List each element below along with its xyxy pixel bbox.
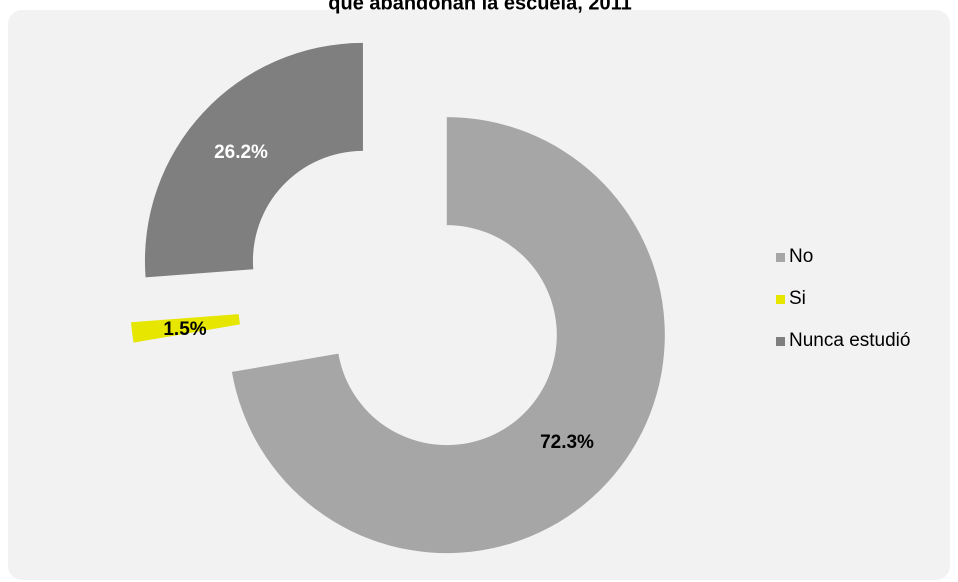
donut-slice — [144, 42, 363, 278]
legend-swatch — [776, 253, 785, 262]
legend-label: Si — [789, 288, 806, 309]
legend-swatch — [776, 337, 785, 346]
legend-swatch — [776, 295, 785, 304]
legend-label: No — [789, 246, 813, 267]
data-label: 26.2% — [214, 142, 268, 163]
donut-slice — [231, 117, 665, 554]
data-label: 72.3% — [540, 432, 594, 453]
donut-slice — [131, 314, 240, 343]
chart-title: que abandonan la escuela, 2011 — [328, 0, 631, 14]
legend-label: Nunca estudió — [789, 330, 910, 351]
data-label: 1.5% — [163, 319, 206, 340]
